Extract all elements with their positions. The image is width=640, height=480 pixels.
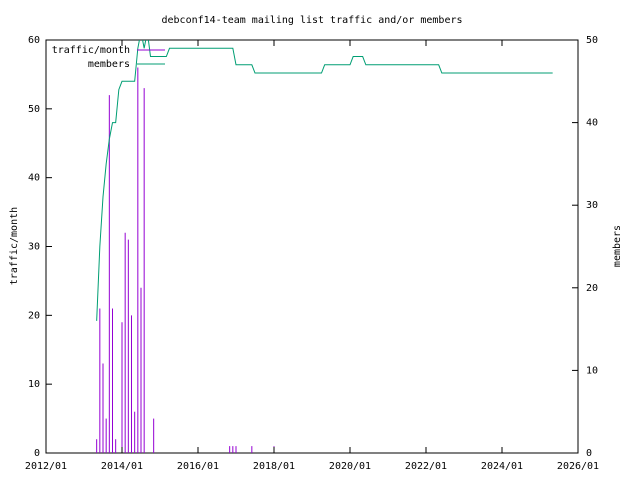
y-axis-label: traffic/month — [9, 207, 20, 285]
x-tick-label: 2016/01 — [177, 461, 219, 472]
y2-axis-label: members — [612, 225, 623, 267]
y-tick-label: 20 — [28, 310, 40, 321]
plot-frame — [45, 39, 579, 454]
y-tick-label: 60 — [28, 35, 40, 46]
y-tick-label: 40 — [28, 173, 40, 184]
x-tick-label: 2024/01 — [481, 461, 523, 472]
x-tick-label: 2026/01 — [557, 461, 599, 472]
y2-tick-label: 20 — [586, 283, 598, 294]
plot-area — [96, 40, 553, 453]
x-tick-label: 2020/01 — [329, 461, 371, 472]
legend-label: members — [88, 59, 130, 70]
y2-tick-label: 50 — [586, 35, 598, 46]
x-tick-label: 2018/01 — [253, 461, 295, 472]
x-tick-label: 2012/01 — [25, 461, 67, 472]
y-tick-label: 10 — [28, 379, 40, 390]
y2-tick-label: 30 — [586, 200, 598, 211]
x-tick-label: 2022/01 — [405, 461, 447, 472]
y-tick-label: 50 — [28, 104, 40, 115]
y2-tick-label: 10 — [586, 365, 598, 376]
y2-tick-label: 40 — [586, 118, 598, 129]
y-tick-label: 0 — [34, 448, 40, 459]
y-tick-label: 30 — [28, 242, 40, 253]
chart-title: debconf14-team mailing list traffic and/… — [161, 15, 462, 26]
members-line — [96, 40, 553, 321]
y2-tick-label: 0 — [586, 448, 592, 459]
legend-label: traffic/month — [52, 45, 130, 56]
x-tick-label: 2014/01 — [101, 461, 143, 472]
